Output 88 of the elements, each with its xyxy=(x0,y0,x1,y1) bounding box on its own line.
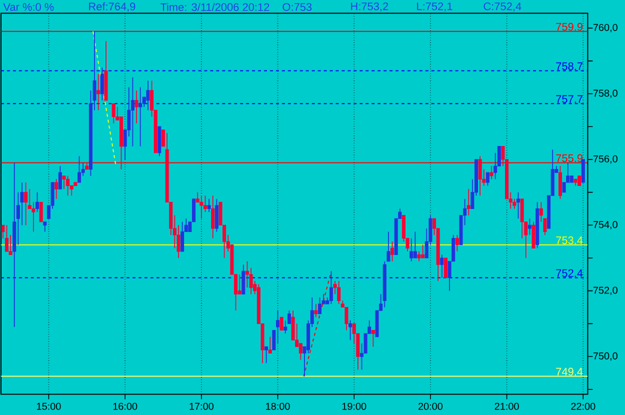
candlestick xyxy=(390,241,394,262)
candlestick xyxy=(344,306,348,331)
candlestick xyxy=(410,238,414,262)
candlestick xyxy=(421,244,425,258)
candlestick xyxy=(138,86,142,147)
candlestick xyxy=(478,156,482,196)
candlestick xyxy=(581,159,585,183)
candlestick xyxy=(207,198,211,212)
x-tick-label: 21:00 xyxy=(494,402,519,410)
x-tick-label: 18:00 xyxy=(266,402,290,410)
candlestick xyxy=(413,231,417,258)
y-tick-label: 758,0 xyxy=(593,90,618,98)
candlestick xyxy=(490,166,494,180)
ref-line-label: 757.7 xyxy=(556,95,582,103)
candlestick xyxy=(238,274,242,295)
candlestick xyxy=(146,80,150,111)
text: H:753,2 xyxy=(351,2,388,12)
candlestick xyxy=(200,195,204,220)
candlestick xyxy=(112,103,116,124)
candlestick xyxy=(280,316,284,331)
candlestick xyxy=(54,178,58,200)
ref-line-label: 755.9 xyxy=(556,154,582,162)
x-tick-label: 20:00 xyxy=(418,402,443,410)
candlestick xyxy=(386,231,390,262)
candlestick xyxy=(466,188,470,216)
candlestick xyxy=(417,250,421,262)
candlestick xyxy=(298,342,302,360)
x-tick-label: 17:00 xyxy=(190,402,214,410)
ref-line-label: 749.4 xyxy=(556,368,583,376)
candlestick xyxy=(276,310,280,344)
candlestick xyxy=(264,346,268,364)
candlestick xyxy=(78,156,82,183)
candlestick xyxy=(214,198,218,232)
y-tick-label: 756,0 xyxy=(593,155,618,164)
candlestick xyxy=(39,202,43,222)
ref-line-label: 759.9 xyxy=(556,22,582,31)
candlestick xyxy=(211,195,215,239)
candlestick xyxy=(8,234,12,256)
candlestick xyxy=(348,320,352,341)
ref-line-label: 752.4 xyxy=(556,269,583,277)
candlestick xyxy=(318,296,322,314)
candlestick xyxy=(96,74,100,111)
candlestick xyxy=(337,280,341,304)
candlestick xyxy=(268,336,272,354)
candlestick xyxy=(180,221,184,252)
candlestick xyxy=(66,175,70,196)
text: C:752,4 xyxy=(484,2,522,12)
candlestick xyxy=(43,221,47,232)
ref-line-label: 758.7 xyxy=(556,62,582,70)
candlestick xyxy=(134,90,138,124)
text: Ref:764,9 xyxy=(89,2,136,12)
candlestick xyxy=(532,221,536,249)
x-tick-label: 16:00 xyxy=(113,402,138,410)
candlestick xyxy=(486,172,490,186)
x-tick-label: 15:00 xyxy=(37,402,61,410)
candlestick xyxy=(272,330,276,350)
candlestick xyxy=(516,192,520,220)
candlestick xyxy=(371,330,375,348)
candlestick xyxy=(520,198,524,239)
text: Time: 3/11/2006 20:12 xyxy=(160,2,270,12)
x-tick-label: 22:00 xyxy=(571,402,596,410)
y-tick-label: 752,0 xyxy=(593,286,618,295)
candlestick xyxy=(161,129,165,147)
text: O:753 xyxy=(282,3,312,11)
candlestick xyxy=(528,218,532,236)
candlestick xyxy=(130,76,134,147)
candlestick xyxy=(58,166,62,190)
candlestick xyxy=(4,224,8,252)
ref-line-label: 753.4 xyxy=(556,236,583,244)
y-tick-label: 760,0 xyxy=(593,24,618,32)
candlestick xyxy=(329,270,333,304)
y-tick-label: 754,0 xyxy=(593,221,618,230)
text: L:752,1 xyxy=(417,2,452,12)
candlestick xyxy=(455,234,459,252)
text: Var %:0 % xyxy=(3,3,54,11)
candlestick xyxy=(24,182,28,226)
candlestick xyxy=(578,175,582,186)
candlestick xyxy=(36,192,40,212)
y-tick-label: 750,0 xyxy=(593,352,618,361)
candlestick xyxy=(249,267,253,295)
x-tick-label: 19:00 xyxy=(342,402,366,410)
candlestick xyxy=(242,264,246,295)
candlestick xyxy=(32,202,36,232)
candlestick xyxy=(558,166,562,200)
candlestick xyxy=(100,67,104,101)
candlestick xyxy=(440,254,444,278)
candlestick xyxy=(314,304,318,318)
candlestick xyxy=(444,258,448,278)
